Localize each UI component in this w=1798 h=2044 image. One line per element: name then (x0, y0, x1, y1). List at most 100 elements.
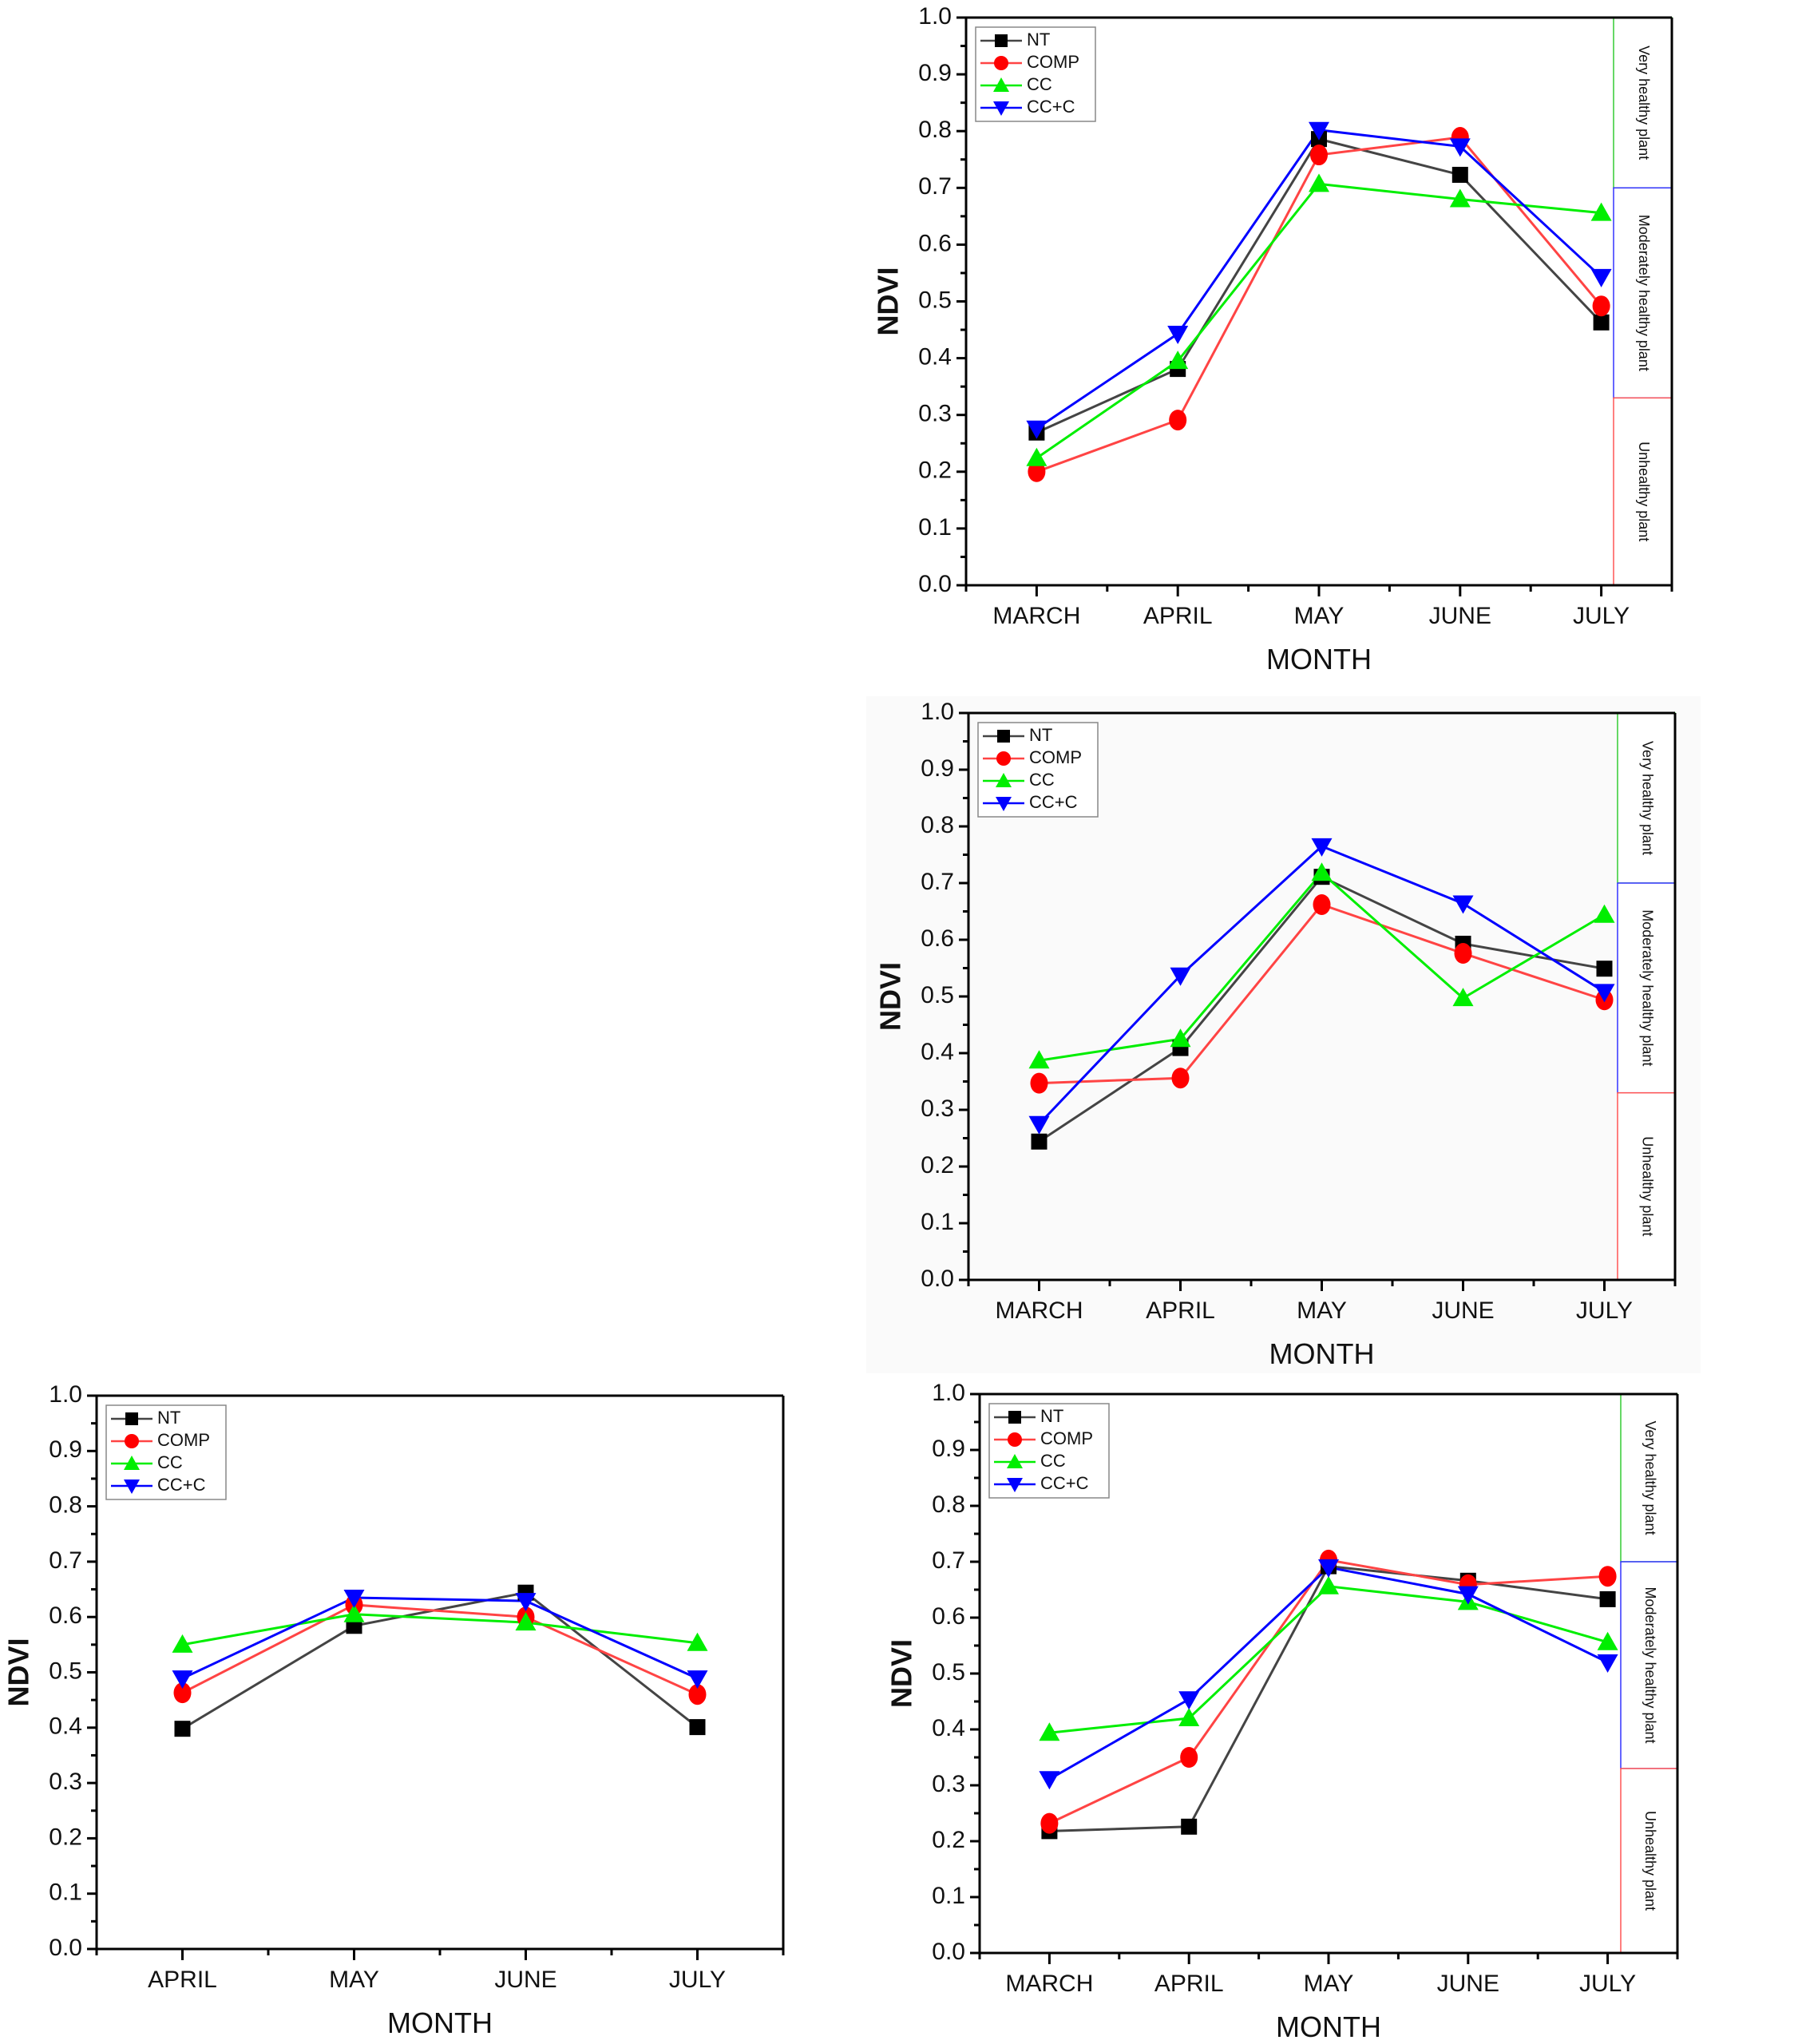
data-point-ccplusc (1170, 967, 1191, 986)
x-tick-label: MAY (329, 1967, 379, 1993)
data-point-comp (688, 1684, 707, 1705)
data-point-ccplusc (343, 1589, 365, 1608)
chart-bottom-left: 0.0 0.1 0.2 0.3 0.4 0.5 0.6 0.7 0.8 0.9 1.0 APRIL MA… (2, 1381, 785, 2039)
y-tick-label: 0.4 (918, 344, 952, 370)
y-tick-label: 0.1 (49, 1880, 82, 1906)
y-tick-label: 0.9 (918, 60, 952, 86)
data-point-ccplusc (1309, 121, 1329, 141)
data-point-nt (1031, 1133, 1048, 1150)
legend-label: CC (1040, 1451, 1066, 1471)
data-point-ccplusc (687, 1670, 708, 1689)
legend-marker-triangle-down-icon (1007, 1478, 1023, 1492)
data-point-comp (1040, 1812, 1059, 1834)
data-point-nt (1593, 314, 1610, 331)
band-label: Moderately healthy plant (1639, 909, 1655, 1066)
y-tick-label: 0.6 (921, 925, 954, 952)
y-tick-label: 0.6 (918, 230, 952, 256)
data-point-ccplusc (1026, 420, 1048, 439)
x-tick-label: APRIL (1146, 1297, 1215, 1324)
x-tick-label: JUNE (1432, 1297, 1494, 1324)
data-point-ccplusc (1318, 1559, 1339, 1578)
legend-label: COMP (1029, 747, 1082, 767)
data-point-cc (1452, 988, 1474, 1007)
series-line-ccplusc (1048, 1566, 1609, 1781)
data-point-ccplusc (1590, 268, 1612, 287)
y-tick-label: 0.7 (932, 1547, 965, 1574)
legend-marker-triangle-up-icon (996, 773, 1012, 787)
legend-label: COMP (1040, 1428, 1093, 1448)
x-tick-label: JULY (1576, 1297, 1633, 1324)
data-point-cc (343, 1603, 365, 1622)
legend-label: NT (1029, 725, 1052, 745)
band-very-healthy-plant (1613, 17, 1673, 189)
y-tick-label: 0.3 (49, 1769, 82, 1795)
legend-marker-triangle-down-icon (996, 797, 1012, 811)
band-label: Moderately healthy plant (1642, 1586, 1658, 1743)
chart-middle-right: Very healthy plant Moderately healthy pla… (874, 699, 1677, 1370)
series-line-ccplusc (1038, 845, 1606, 1125)
y-tick-label: 0.1 (918, 514, 952, 541)
data-point-cc (1039, 1722, 1060, 1741)
y-tick-label: 1.0 (921, 699, 954, 725)
y-tick-label: 0.8 (932, 1491, 965, 1518)
y-tick-label: 0.8 (49, 1492, 82, 1519)
data-point-comp (1030, 1072, 1048, 1094)
legend-label: CC (1027, 74, 1052, 94)
data-point-ccplusc (172, 1670, 193, 1689)
y-tick-label: 0.3 (918, 401, 952, 427)
legend-marker-triangle-down-icon (124, 1480, 140, 1494)
data-point-comp (1028, 461, 1046, 482)
data-point-ccplusc (1594, 984, 1615, 1003)
series-line-comp (1048, 1559, 1608, 1824)
series-line-comp (181, 1603, 699, 1696)
x-tick-label: JULY (1573, 603, 1630, 629)
y-tick-label: 0.2 (49, 1824, 82, 1850)
data-point-comp (1169, 410, 1187, 431)
data-point-ccplusc (1178, 1691, 1200, 1710)
data-point-ccplusc (1457, 1586, 1479, 1605)
y-tick-label: 0.2 (932, 1827, 965, 1853)
band-moderately-healthy-plant (1613, 187, 1673, 399)
y-tick-label: 0.7 (921, 869, 954, 895)
data-point-nt (1596, 961, 1613, 977)
legend-label: COMP (157, 1430, 210, 1450)
data-point-nt (1181, 1818, 1198, 1835)
band-very-healthy-plant (1620, 1393, 1678, 1563)
x-tick-label: APRIL (1143, 603, 1213, 629)
data-point-ccplusc (1028, 1115, 1050, 1135)
y-tick-label: 0.5 (49, 1658, 82, 1684)
data-point-comp (1454, 943, 1472, 965)
data-point-comp (1598, 1566, 1617, 1587)
band-label: Very healthy plant (1642, 1420, 1658, 1535)
data-point-comp (1180, 1747, 1198, 1768)
data-point-cc (1597, 1631, 1618, 1650)
y-tick-label: 0.9 (921, 755, 954, 782)
data-point-ccplusc (1311, 838, 1333, 857)
y-tick-label: 0.2 (918, 458, 952, 484)
x-tick-label: JUNE (1429, 603, 1491, 629)
band-label: Unhealthy plant (1642, 1811, 1658, 1911)
legend-label: CC+C (1040, 1473, 1089, 1493)
data-point-ccplusc (1597, 1654, 1618, 1673)
x-tick-label: MAY (1294, 603, 1345, 629)
series-line-nt (1038, 875, 1605, 1143)
x-tick-label: JUNE (494, 1967, 556, 1993)
chart-top-right: Very healthy plant Moderately healthy pla… (872, 3, 1673, 675)
series-line-comp (1039, 903, 1605, 1085)
y-tick-label: 0.9 (932, 1436, 965, 1462)
legend-marker-square-icon (995, 34, 1008, 47)
y-tick-label: 1.0 (932, 1380, 965, 1406)
data-point-cc (1594, 904, 1615, 923)
y-tick-label: 0.4 (932, 1715, 965, 1741)
data-point-ccplusc (515, 1593, 537, 1612)
x-axis-title: MONTH (1276, 2010, 1381, 2043)
y-tick-label: 1.0 (918, 3, 952, 30)
data-point-cc (1167, 351, 1189, 370)
band-unhealthy-plant (1613, 397, 1673, 586)
data-point-cc (1590, 202, 1612, 221)
data-point-cc (1178, 1708, 1200, 1726)
data-point-comp (1171, 1068, 1190, 1089)
y-tick-label: 0.1 (932, 1883, 965, 1909)
y-tick-label: 0.5 (932, 1659, 965, 1686)
legend-marker-square-icon (125, 1412, 138, 1425)
